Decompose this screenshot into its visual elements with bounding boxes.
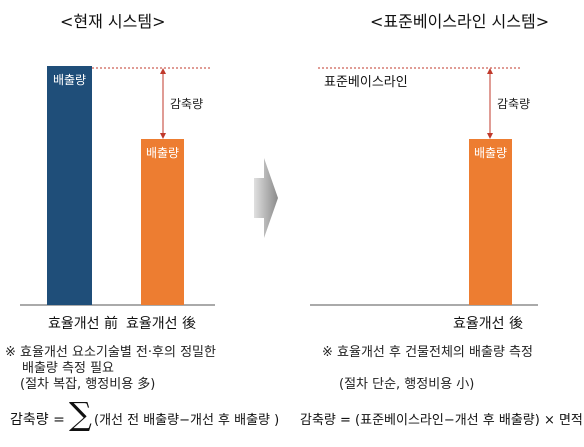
bar-after-right-label: 배출량 [473, 146, 508, 160]
left-formula-lhs: 감축량 = [10, 412, 65, 428]
x-label-after-left: 효율개선 後 [126, 316, 196, 332]
left-reduction-arrowhead-bottom [160, 133, 166, 139]
bar-after-left: 배출량 [141, 139, 184, 305]
left-formula-rhs: (개선 전 배출량−개선 후 배출량 ) [94, 413, 280, 428]
bar-after-right: 배출량 [469, 139, 512, 305]
right-note-line1: ※ 효율개선 후 건물전체의 배출량 측정 [322, 345, 533, 360]
left-note-line3: (절차 복잡, 행정비용 多) [20, 377, 156, 392]
left-reduction-arrowhead-top [160, 68, 166, 74]
transition-arrow-icon [254, 158, 278, 238]
right-reduction-arrowhead-top [487, 68, 493, 74]
sigma-symbol: ∑ [69, 395, 92, 433]
right-formula: 감축량 = (표준베이스라인−개선 후 배출량) × 면적 [300, 413, 583, 428]
bar-before-label: 배출량 [52, 73, 87, 87]
bar-before: 배출량 [47, 66, 92, 305]
right-reduction-label: 감축량 [497, 97, 531, 111]
bar-after-left-label: 배출량 [145, 146, 180, 160]
right-reduction-arrowhead-bottom [487, 133, 493, 139]
left-panel-title: <현재 시스템> [60, 12, 166, 31]
left-reduction-label: 감축량 [170, 97, 204, 111]
right-note-line2: (절차 단순, 행정비용 小) [339, 377, 475, 392]
right-panel-title: <표준베이스라인 시스템> [370, 12, 550, 31]
left-note-line2: 배출량 측정 필요 [22, 361, 114, 376]
baseline-label: 표준베이스라인 [324, 75, 408, 90]
x-label-after-right: 효율개선 後 [453, 316, 523, 332]
x-label-before: 효율개선 前 [48, 316, 118, 332]
left-note-line1: ※ 효율개선 요소기술별 전·후의 정밀한 [5, 345, 216, 360]
